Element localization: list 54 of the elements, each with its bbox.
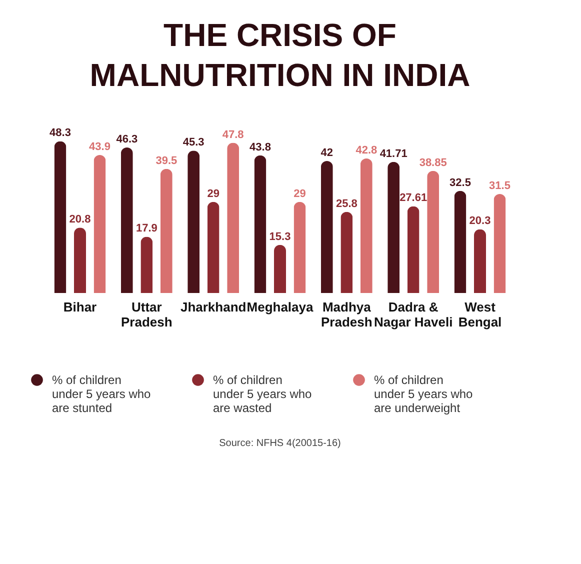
bar — [188, 150, 200, 293]
data-label: 42 — [320, 147, 334, 160]
bar — [140, 236, 153, 293]
bar — [340, 212, 353, 293]
bar — [407, 206, 420, 293]
bar — [94, 155, 106, 293]
data-label: 43.9 — [89, 141, 110, 154]
bar — [360, 158, 372, 293]
bar — [474, 229, 486, 293]
bar — [160, 168, 172, 293]
data-label: 29 — [294, 188, 306, 200]
bar — [388, 162, 400, 293]
data-label: 42.8 — [356, 144, 378, 156]
bar — [254, 155, 266, 293]
legend-label: % of children under 5 years who are underweight — [374, 373, 474, 415]
x-tick-label: West Bengal — [458, 300, 502, 330]
bar — [454, 190, 466, 293]
data-label: 15.3 — [269, 230, 291, 243]
bar — [227, 142, 240, 293]
x-tick-label: Dadra & Nagar Haveli — [374, 300, 453, 330]
data-label: 38.85 — [419, 156, 447, 169]
data-label: 45.3 — [182, 136, 204, 149]
bar — [427, 170, 440, 293]
bar — [320, 161, 333, 293]
bar — [494, 194, 506, 293]
data-label: 32.5 — [450, 176, 471, 189]
x-tick-label: Uttar Pradesh — [121, 300, 172, 330]
bar — [274, 244, 286, 293]
data-label: 29 — [207, 188, 220, 200]
data-label: 39.5 — [156, 154, 178, 167]
source-note: Source: NFHS 4(20015-16) — [219, 438, 341, 449]
x-tick-label: Madhya Pradesh — [321, 300, 372, 330]
bar — [207, 202, 220, 293]
bar — [74, 228, 86, 293]
data-label: 46.3 — [116, 134, 138, 146]
data-label: 20.8 — [69, 214, 91, 226]
legend-label: % of children under 5 years who are wasted — [213, 373, 312, 415]
data-label: 48.3 — [50, 127, 71, 140]
data-label: 47.8 — [222, 128, 244, 141]
x-tick-label: Bihar — [63, 300, 97, 314]
legend-label: % of children under 5 years who are stunted — [52, 373, 152, 415]
data-label: 17.9 — [136, 222, 158, 235]
bar — [294, 202, 306, 293]
data-label: 20.3 — [469, 215, 491, 228]
x-tick-label: Meghalaya — [246, 300, 314, 314]
data-label: 27.61 — [400, 192, 428, 204]
bar — [54, 141, 66, 293]
data-label: 25.8 — [336, 198, 358, 210]
data-label: 41.71 — [380, 148, 408, 160]
data-label: 43.8 — [250, 141, 271, 154]
chart-title: THE CRISIS OF MALNUTRITION IN INDIA — [90, 17, 470, 93]
data-label: 31.5 — [489, 180, 510, 192]
x-tick-label: Jharkhand — [180, 300, 246, 314]
bar — [120, 148, 133, 293]
